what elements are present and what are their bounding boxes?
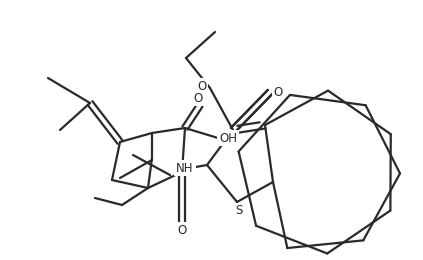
- Text: S: S: [235, 205, 243, 218]
- Text: O: O: [273, 86, 283, 99]
- Text: O: O: [198, 80, 206, 93]
- Text: NH: NH: [176, 161, 194, 174]
- Text: OH: OH: [219, 132, 237, 145]
- Text: O: O: [193, 92, 203, 105]
- Text: O: O: [177, 224, 187, 237]
